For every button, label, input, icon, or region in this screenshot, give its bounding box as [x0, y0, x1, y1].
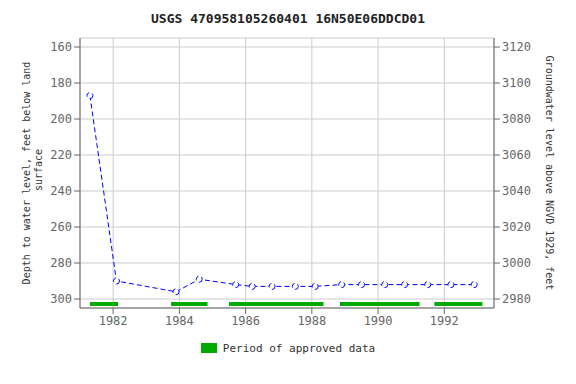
svg-text:200: 200 — [50, 112, 72, 126]
html-text:USGS 470958105260401 16N50E06D: USGS 470958105260401 16N50E06DDCD01 — [151, 11, 425, 26]
html-text:Period of approved data: Period of approved data — [222, 341, 376, 355]
svg-text:240: 240 — [50, 184, 72, 198]
svg-text:3060: 3060 — [502, 148, 531, 162]
svg-text:220: 220 — [50, 148, 72, 162]
svg-text:1986: 1986 — [231, 314, 260, 328]
svg-text:3000: 3000 — [502, 256, 531, 270]
svg-text:Groundwater level above NGVD 1: Groundwater level above NGVD 1929, feet — [545, 56, 556, 291]
svg-text:1990: 1990 — [364, 314, 393, 328]
svg-text:180: 180 — [50, 76, 72, 90]
svg-text:3080: 3080 — [502, 112, 531, 126]
svg-text:3120: 3120 — [502, 40, 531, 54]
svg-text:3100: 3100 — [502, 76, 531, 90]
svg-text:3040: 3040 — [502, 184, 531, 198]
svg-text:260: 260 — [50, 220, 72, 234]
svg-text:3020: 3020 — [502, 220, 531, 234]
svg-text:1992: 1992 — [430, 314, 459, 328]
svg-text:1988: 1988 — [297, 314, 326, 328]
svg-text:2980: 2980 — [502, 292, 531, 306]
svg-text:Depth to water level, feet bel: Depth to water level, feet below land su… — [21, 62, 44, 285]
svg-text:160: 160 — [50, 40, 72, 54]
svg-text:1982: 1982 — [99, 314, 128, 328]
svg-text:300: 300 — [50, 292, 72, 306]
svg-text:1984: 1984 — [165, 314, 194, 328]
svg-text:280: 280 — [50, 256, 72, 270]
